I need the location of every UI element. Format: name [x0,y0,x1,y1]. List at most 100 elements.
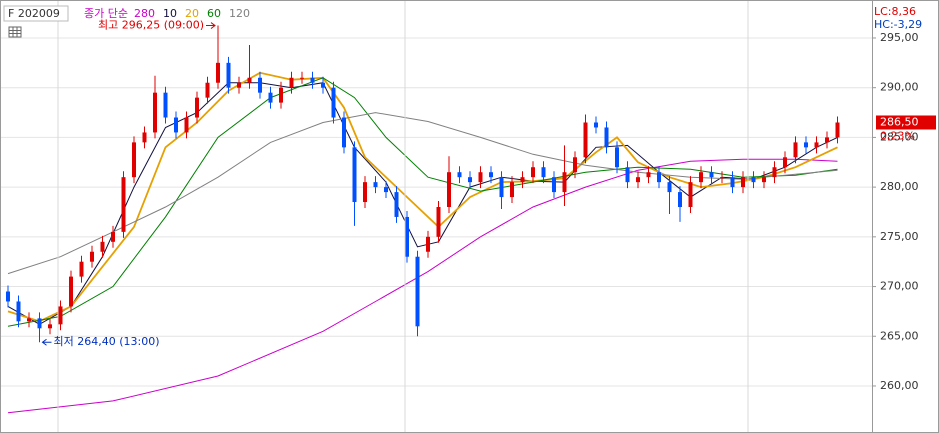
y-tick-label: 265,00 [880,329,919,342]
candle-body [667,182,672,193]
candle-body [321,82,325,88]
candle-body [58,306,63,325]
candle-body [226,62,231,88]
candle-body [331,87,336,118]
candle-body [121,177,126,232]
ma-line [7,71,838,323]
legend-entry: 20 [185,7,199,20]
candle-body [184,117,189,133]
candle-body [447,172,451,208]
candle-body [657,172,661,183]
y-tick-label: 275,00 [880,230,919,243]
candle-body [478,172,483,183]
candle-body [6,291,10,302]
candle-body [520,177,525,183]
candle-body [793,142,798,158]
candle-body [268,92,273,103]
change-label: 0,23% [880,129,915,142]
candle-body [436,207,441,237]
candle-body [300,77,304,79]
candle-body [636,177,640,183]
plot-area [0,25,872,414]
candle-body [48,324,52,329]
candle-body [100,241,105,252]
candle-body [289,77,294,88]
candle-body [69,276,73,307]
y-tick-label: 260,00 [880,379,919,392]
candle-body [783,157,787,168]
y-tick-label: 270,00 [880,280,919,293]
y-tick-label: 290,00 [880,81,919,94]
candle-body [27,318,31,322]
candle-body [720,177,724,179]
candle-body [699,172,703,183]
candle-body [415,256,420,327]
candle-body [132,142,136,178]
candle-body [384,187,388,193]
candle-body [153,92,157,133]
candle-body [688,182,693,208]
candle-body [594,122,598,128]
ma-label: 종가 단순 [84,7,128,20]
candle-body [79,261,84,277]
last-price-label: 286,50 [880,115,919,128]
candle-body [111,231,115,242]
candle-body [825,137,829,143]
candle-body [468,177,472,183]
candle-body [541,167,546,178]
annotation: 최고 296,25 (09:00) [98,19,204,32]
candle-body [205,82,210,98]
candle-body [730,177,735,188]
candle-body [363,182,367,203]
grid-icon [8,26,22,38]
candle-body [835,122,840,138]
candle-body [804,142,808,148]
legend-entry: 10 [163,7,177,20]
candle-body [352,147,357,203]
candle-body [762,177,766,183]
candle-body [310,77,315,83]
lc-label: LC:8,36 [874,5,916,18]
candle-body [426,236,430,252]
candle-body [604,127,609,148]
ma-line [7,77,838,327]
candle-body [646,172,651,178]
last-price-box [876,115,936,130]
candle-body [625,167,630,183]
candle-body [247,77,252,83]
candle-body [216,62,220,83]
candle-body [258,77,262,93]
candle-body [772,167,777,178]
candle-body [814,142,819,148]
candle-body [142,132,147,143]
candle-body [531,167,535,178]
candle-body [499,177,504,198]
candle-body [195,97,199,118]
chart-title: F 202009 [8,7,60,20]
annotation-arrow [206,22,216,29]
candle-body [394,192,399,217]
y-tick-label: 280,00 [880,180,919,193]
annotation-arrow [41,338,52,346]
y-tick-label: 285,00 [880,130,919,143]
candle-body [90,251,94,262]
legend-entry: 120 [229,7,250,20]
candle-body [552,177,556,193]
annotation: 최저 264,40 (13:00) [54,335,160,348]
candle-body [709,172,714,178]
legend-entry: 280 [134,7,155,20]
candle-body [489,172,493,178]
ma-line [7,158,838,414]
candle-body [741,177,745,188]
candle-body [510,182,514,198]
candle-body [163,92,168,118]
candle-body [342,117,346,148]
ma-line [7,112,838,275]
candle-body [562,172,567,193]
candle-body [615,147,619,168]
title-box [3,5,69,22]
candle-body [573,157,577,173]
hc-label: HC:-3,29 [874,18,922,31]
